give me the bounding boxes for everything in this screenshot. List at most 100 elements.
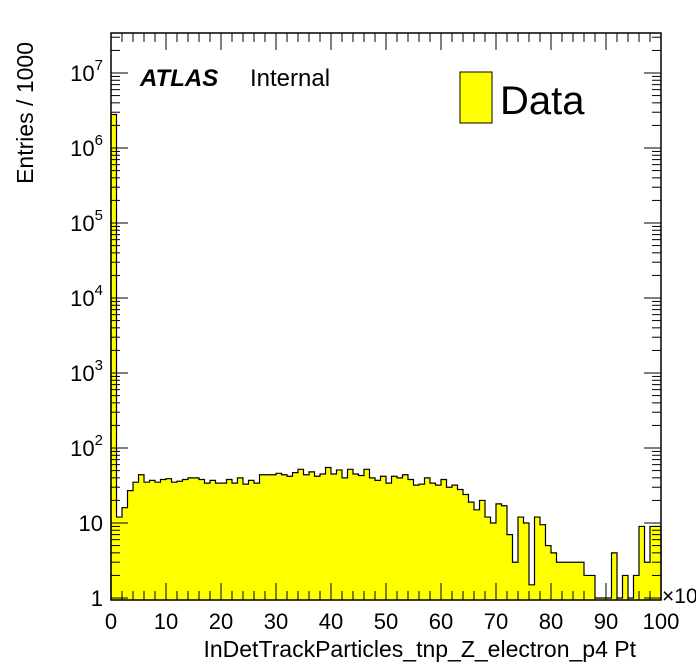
histogram-bar (644, 562, 650, 600)
y-tick-label: 107 (70, 57, 103, 86)
histogram-bar (512, 562, 518, 600)
histogram-bar (584, 575, 590, 600)
histogram-bar (166, 478, 172, 600)
histogram-bar (600, 598, 606, 600)
histogram-bar (248, 480, 254, 600)
histogram-bar (501, 505, 507, 600)
x-tick-label: 80 (539, 609, 563, 634)
histogram-bar (160, 479, 166, 600)
histogram-bar (369, 477, 375, 600)
y-tick-exponent: 7 (95, 57, 103, 74)
histogram-bar (320, 474, 326, 600)
x-tick-label: 70 (484, 609, 508, 634)
internal-label: Internal (250, 65, 330, 92)
histogram-bar (419, 484, 425, 600)
histogram-bar (628, 598, 634, 600)
histogram-bar (633, 575, 639, 600)
histogram-bar (408, 479, 414, 600)
x-tick-labels: 0 10 20 30 40 50 60 70 80 90 100 (105, 609, 679, 634)
histogram-bar (127, 490, 133, 600)
histogram-bar (578, 562, 584, 600)
histogram-bar (655, 526, 661, 600)
histogram-bar (435, 485, 441, 600)
histogram-bar (523, 523, 529, 600)
histogram-bar (413, 485, 419, 600)
histogram-bar (243, 484, 249, 600)
histogram-bar (490, 523, 496, 600)
histogram-bar (325, 467, 331, 600)
histogram-bar (210, 480, 216, 600)
y-tick-base: 10 (70, 286, 94, 311)
x-tick-label: 100 (643, 609, 680, 634)
x-tick-label: 50 (374, 609, 398, 634)
y-tick-exponent: 5 (95, 207, 103, 224)
histogram-bar (567, 562, 573, 600)
legend-label: Data (500, 79, 585, 123)
histogram-bar (622, 575, 628, 600)
histogram-bar (441, 479, 447, 600)
y-tick-exponent: 6 (95, 132, 103, 149)
histogram-bar (424, 477, 430, 600)
y-tick-label: 106 (70, 132, 103, 161)
histogram-bar (534, 517, 540, 600)
y-tick-base: 10 (70, 436, 94, 461)
histogram-bar (309, 471, 315, 600)
x-tick-label: 60 (429, 609, 453, 634)
histogram-bar (617, 598, 623, 600)
histogram-bar (188, 477, 194, 600)
histogram-bar (111, 114, 117, 601)
histogram-bar (276, 473, 282, 600)
histogram-bar (138, 474, 144, 600)
histogram-bar (430, 483, 436, 600)
histogram-bar (314, 476, 320, 600)
histogram-bar (155, 482, 161, 600)
histogram-bar (485, 517, 491, 600)
histogram-bar (144, 482, 150, 600)
histogram-bar (463, 494, 469, 600)
histogram-bar (391, 476, 397, 600)
histogram-bar (556, 562, 562, 600)
y-tick-label: 104 (70, 282, 103, 311)
histogram-bar (287, 476, 293, 600)
histogram-bar (639, 526, 645, 600)
histogram-bar (298, 469, 304, 600)
histogram-bar (265, 474, 271, 600)
x-tick-label: 10 (154, 609, 178, 634)
y-tick-base: 10 (79, 511, 103, 536)
histogram-bar (259, 474, 265, 600)
axis-ticks (110, 33, 662, 600)
y-tick-label: 105 (70, 207, 103, 236)
histogram-bar (595, 598, 601, 600)
histogram-bar (199, 479, 205, 600)
y-tick-label: 103 (70, 357, 103, 386)
histogram-bar (452, 485, 458, 600)
histogram-bar (204, 483, 210, 600)
histogram-bar (474, 509, 480, 600)
histogram-bar (650, 526, 656, 600)
histogram-bar (468, 502, 474, 600)
histogram-bar (122, 507, 128, 600)
histogram-bar (336, 469, 342, 600)
histogram-bar (232, 483, 238, 600)
histogram-bar (254, 483, 260, 600)
histogram-bar (177, 481, 183, 600)
histogram-bar (171, 482, 177, 600)
histogram-bar (457, 489, 463, 600)
x-tick-label: 40 (319, 609, 343, 634)
x-tick-label: 30 (264, 609, 288, 634)
histogram-bar (402, 474, 408, 600)
histogram-bar (529, 584, 535, 600)
y-tick-label: 1 (91, 586, 103, 611)
histogram-bar (270, 474, 276, 600)
histogram-bar (358, 475, 364, 600)
x-axis-title: InDetTrackParticles_tnp_Z_electron_p4 Pt (203, 636, 636, 662)
histogram-bar (573, 562, 579, 600)
histogram-outline (110, 113, 662, 600)
histogram-bar (221, 483, 227, 600)
histogram-bar (226, 479, 232, 600)
histogram-bar (149, 480, 155, 600)
histogram-bar (540, 524, 546, 600)
legend-swatch (459, 71, 493, 124)
histogram-bar (589, 575, 595, 600)
